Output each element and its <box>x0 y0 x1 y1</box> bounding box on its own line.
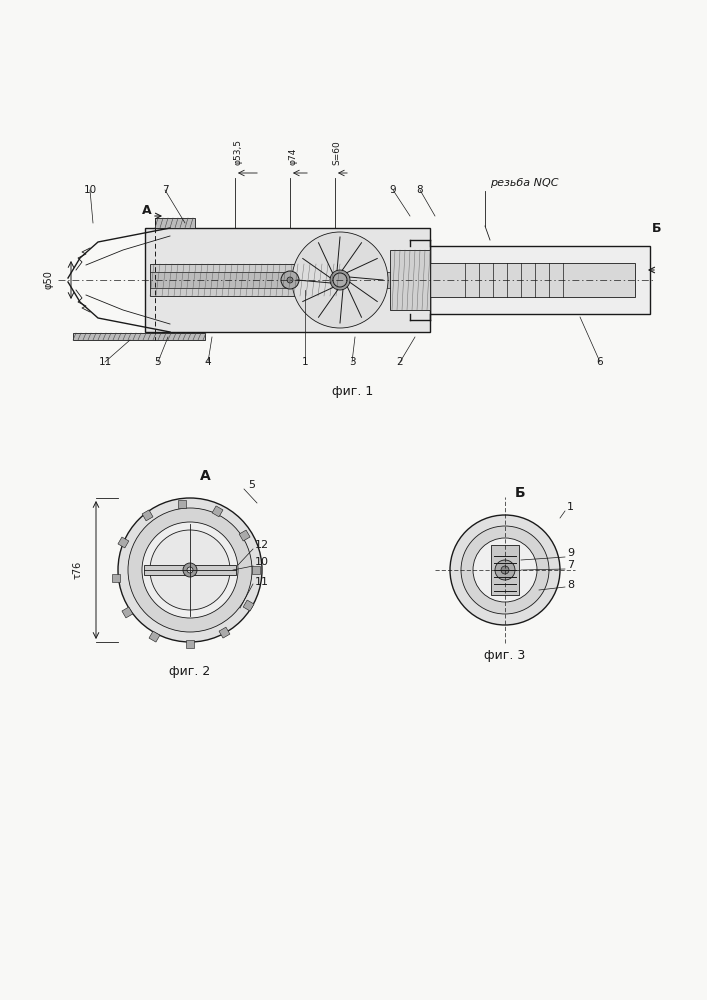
Text: 11: 11 <box>255 577 269 587</box>
Bar <box>155 218 195 228</box>
Text: τ76: τ76 <box>73 561 83 579</box>
Bar <box>142 510 153 521</box>
Text: S=60: S=60 <box>332 140 341 165</box>
Circle shape <box>495 560 515 580</box>
Circle shape <box>187 567 193 573</box>
Text: φ53,5: φ53,5 <box>233 139 243 165</box>
Circle shape <box>461 526 549 614</box>
Bar <box>239 530 250 541</box>
Bar <box>252 566 260 574</box>
Bar <box>150 264 340 296</box>
Text: 7: 7 <box>162 185 168 195</box>
Circle shape <box>287 277 293 283</box>
Circle shape <box>281 271 299 289</box>
Bar <box>73 333 205 340</box>
Text: Б: Б <box>653 222 662 234</box>
Text: φ50: φ50 <box>44 271 54 289</box>
Bar <box>149 631 160 642</box>
Text: фиг. 1: фиг. 1 <box>332 385 373 398</box>
Text: 12: 12 <box>255 540 269 550</box>
Bar <box>491 545 519 595</box>
Text: 10: 10 <box>255 557 269 567</box>
Text: 9: 9 <box>390 185 397 195</box>
Text: фиг. 3: фиг. 3 <box>484 648 525 662</box>
Circle shape <box>450 515 560 625</box>
Text: φ74: φ74 <box>288 148 298 165</box>
Bar <box>150 272 395 288</box>
Text: резьба NQC: резьба NQC <box>490 178 559 188</box>
Text: 4: 4 <box>205 357 211 367</box>
Bar <box>144 565 236 575</box>
Bar <box>430 263 635 297</box>
Bar <box>186 640 194 648</box>
Text: 8: 8 <box>567 580 574 590</box>
Bar <box>430 246 650 314</box>
Bar <box>212 506 223 517</box>
Bar <box>243 600 254 611</box>
Bar <box>219 627 230 638</box>
Text: 11: 11 <box>98 357 112 367</box>
Circle shape <box>473 538 537 602</box>
Bar <box>390 250 430 310</box>
Text: A: A <box>199 469 211 483</box>
Circle shape <box>183 563 197 577</box>
Text: A: A <box>142 204 152 217</box>
Text: фиг. 2: фиг. 2 <box>170 666 211 678</box>
Text: 3: 3 <box>349 357 356 367</box>
Circle shape <box>501 566 509 574</box>
Text: 1: 1 <box>302 357 308 367</box>
Text: 6: 6 <box>597 357 603 367</box>
Bar <box>118 537 129 548</box>
Text: 5: 5 <box>248 480 255 490</box>
Text: 7: 7 <box>567 560 574 570</box>
Circle shape <box>150 530 230 610</box>
Bar <box>145 228 430 332</box>
Circle shape <box>330 270 350 290</box>
Bar <box>112 574 120 582</box>
Text: 8: 8 <box>416 185 423 195</box>
Bar <box>122 607 133 618</box>
Text: 9: 9 <box>567 548 574 558</box>
Ellipse shape <box>292 232 388 328</box>
Circle shape <box>142 522 238 618</box>
Text: 1: 1 <box>567 502 574 512</box>
Text: Б: Б <box>515 486 525 500</box>
Circle shape <box>128 508 252 632</box>
Text: 10: 10 <box>83 185 97 195</box>
Circle shape <box>118 498 262 642</box>
Text: 2: 2 <box>397 357 403 367</box>
Text: 5: 5 <box>155 357 161 367</box>
Circle shape <box>336 276 344 284</box>
Bar <box>178 500 186 508</box>
Circle shape <box>333 273 347 287</box>
